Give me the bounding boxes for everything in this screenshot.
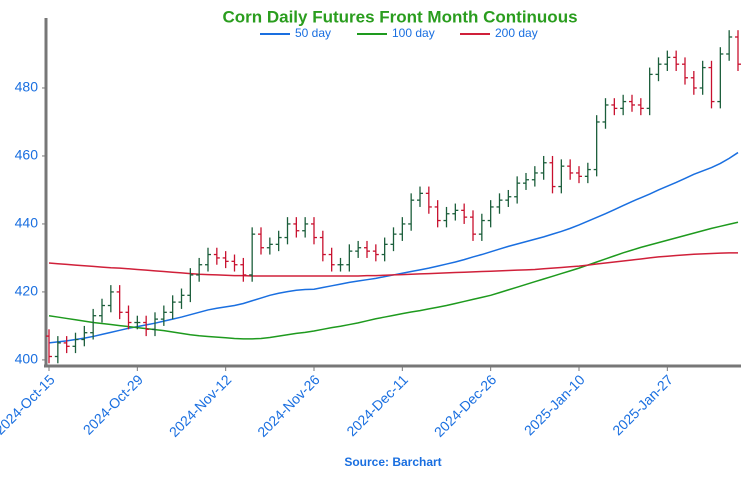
moving-average-line xyxy=(48,252,738,277)
y-tick-label: 480 xyxy=(15,79,39,95)
source-note: Source: Barchart xyxy=(344,455,441,469)
x-tick-label: 2024-Dec-11 xyxy=(343,371,411,439)
x-tick-label: 2025-Jan-10 xyxy=(521,371,588,438)
legend-label: 50 day xyxy=(295,26,331,40)
y-tick-label: 440 xyxy=(15,215,39,231)
moving-average-line xyxy=(48,221,739,340)
x-tick-label: 2024-Nov-26 xyxy=(254,371,323,440)
y-tick-label: 460 xyxy=(15,147,39,163)
chart-title: Corn Daily Futures Front Month Continuou… xyxy=(222,7,577,26)
x-tick-label: 2024-Nov-12 xyxy=(166,371,235,440)
y-tick-label: 400 xyxy=(15,351,39,367)
x-tick-label: 2024-Oct-29 xyxy=(80,371,146,437)
legend-label: 100 day xyxy=(392,26,435,40)
x-tick-label: 2025-Jan-27 xyxy=(609,371,676,438)
y-tick-label: 420 xyxy=(15,283,39,299)
x-tick-label: 2024-Oct-15 xyxy=(0,371,58,437)
x-tick-label: 2024-Dec-26 xyxy=(431,371,500,440)
legend-label: 200 day xyxy=(495,26,538,40)
